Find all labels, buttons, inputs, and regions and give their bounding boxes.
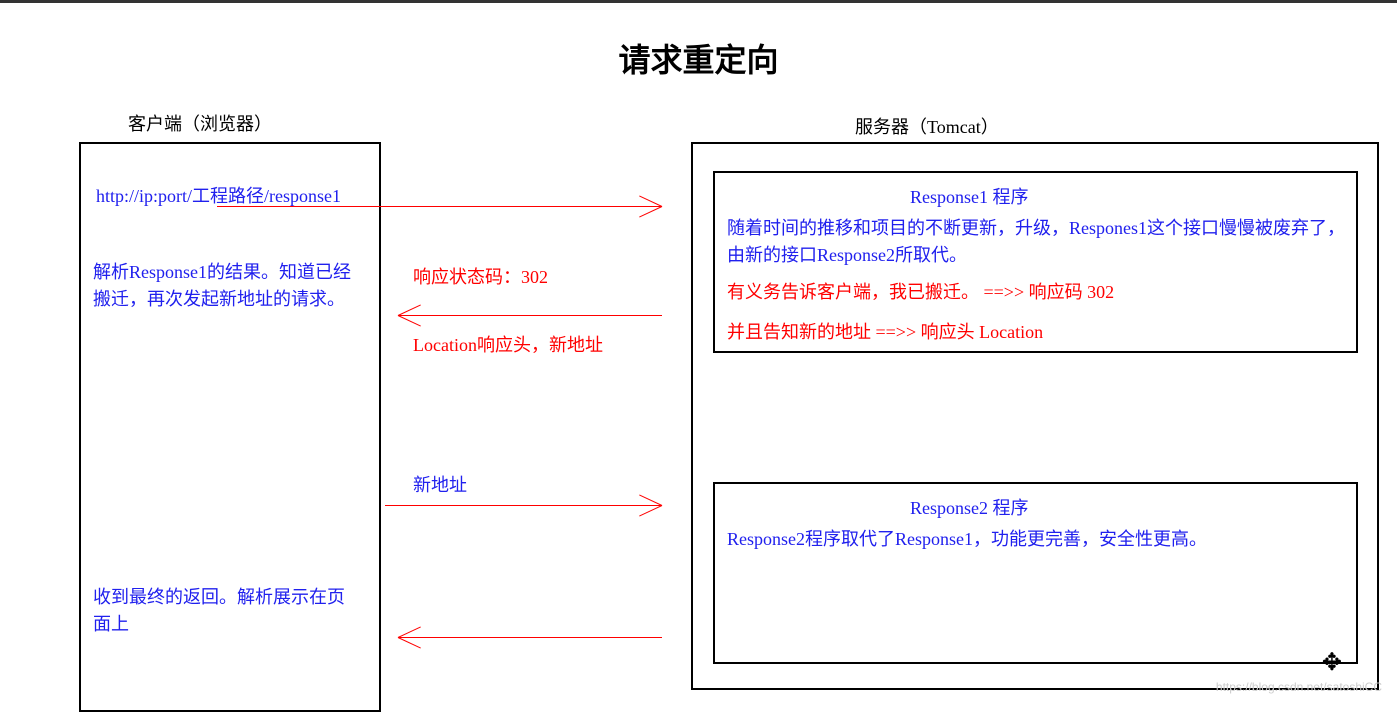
parse-result-text: 解析Response1的结果。知道已经搬迁，再次发起新地址的请求。 <box>93 259 358 313</box>
arrow-request <box>217 206 662 207</box>
final-response-text: 收到最终的返回。解析展示在页面上 <box>93 584 358 638</box>
response1-location: 并且告知新的地址 ==>> 响应头 Location <box>727 318 1043 344</box>
new-address-label: 新地址 <box>413 471 467 497</box>
watermark: https://blog.csdn.net/satoshiCC <box>1216 680 1382 694</box>
move-cursor-icon: ✥ <box>1322 648 1342 677</box>
response2-desc: Response2程序取代了Response1，功能更完善，安全性更高。 <box>727 526 1347 553</box>
request-url: http://ip:port/工程路径/response1 <box>96 182 341 208</box>
response2-box: Response2 程序 Response2程序取代了Response1，功能更… <box>713 482 1358 664</box>
response1-duty: 有义务告诉客户端，我已搬迁。 ==>> 响应码 302 <box>727 278 1114 304</box>
response-status-label: 响应状态码：302 <box>413 263 548 289</box>
response1-box: Response1 程序 随着时间的推移和项目的不断更新，升级，Respones… <box>713 171 1358 353</box>
diagram-title: 请求重定向 <box>618 35 778 81</box>
server-box: Response1 程序 随着时间的推移和项目的不断更新，升级，Respones… <box>691 142 1379 690</box>
arrow-final <box>398 637 662 638</box>
arrow-new-address <box>385 505 662 506</box>
arrow-response1 <box>398 315 662 316</box>
location-header-label: Location响应头，新地址 <box>413 331 603 357</box>
client-subtitle: 客户端（浏览器） <box>128 110 272 136</box>
response2-title: Response2 程序 <box>910 494 1029 520</box>
client-box: http://ip:port/工程路径/response1 解析Response… <box>79 142 381 712</box>
server-subtitle: 服务器（Tomcat） <box>855 113 999 139</box>
response1-desc: 随着时间的推移和项目的不断更新，升级，Respones1这个接口慢慢被废弃了，由… <box>727 215 1347 269</box>
response1-title: Response1 程序 <box>910 183 1029 209</box>
